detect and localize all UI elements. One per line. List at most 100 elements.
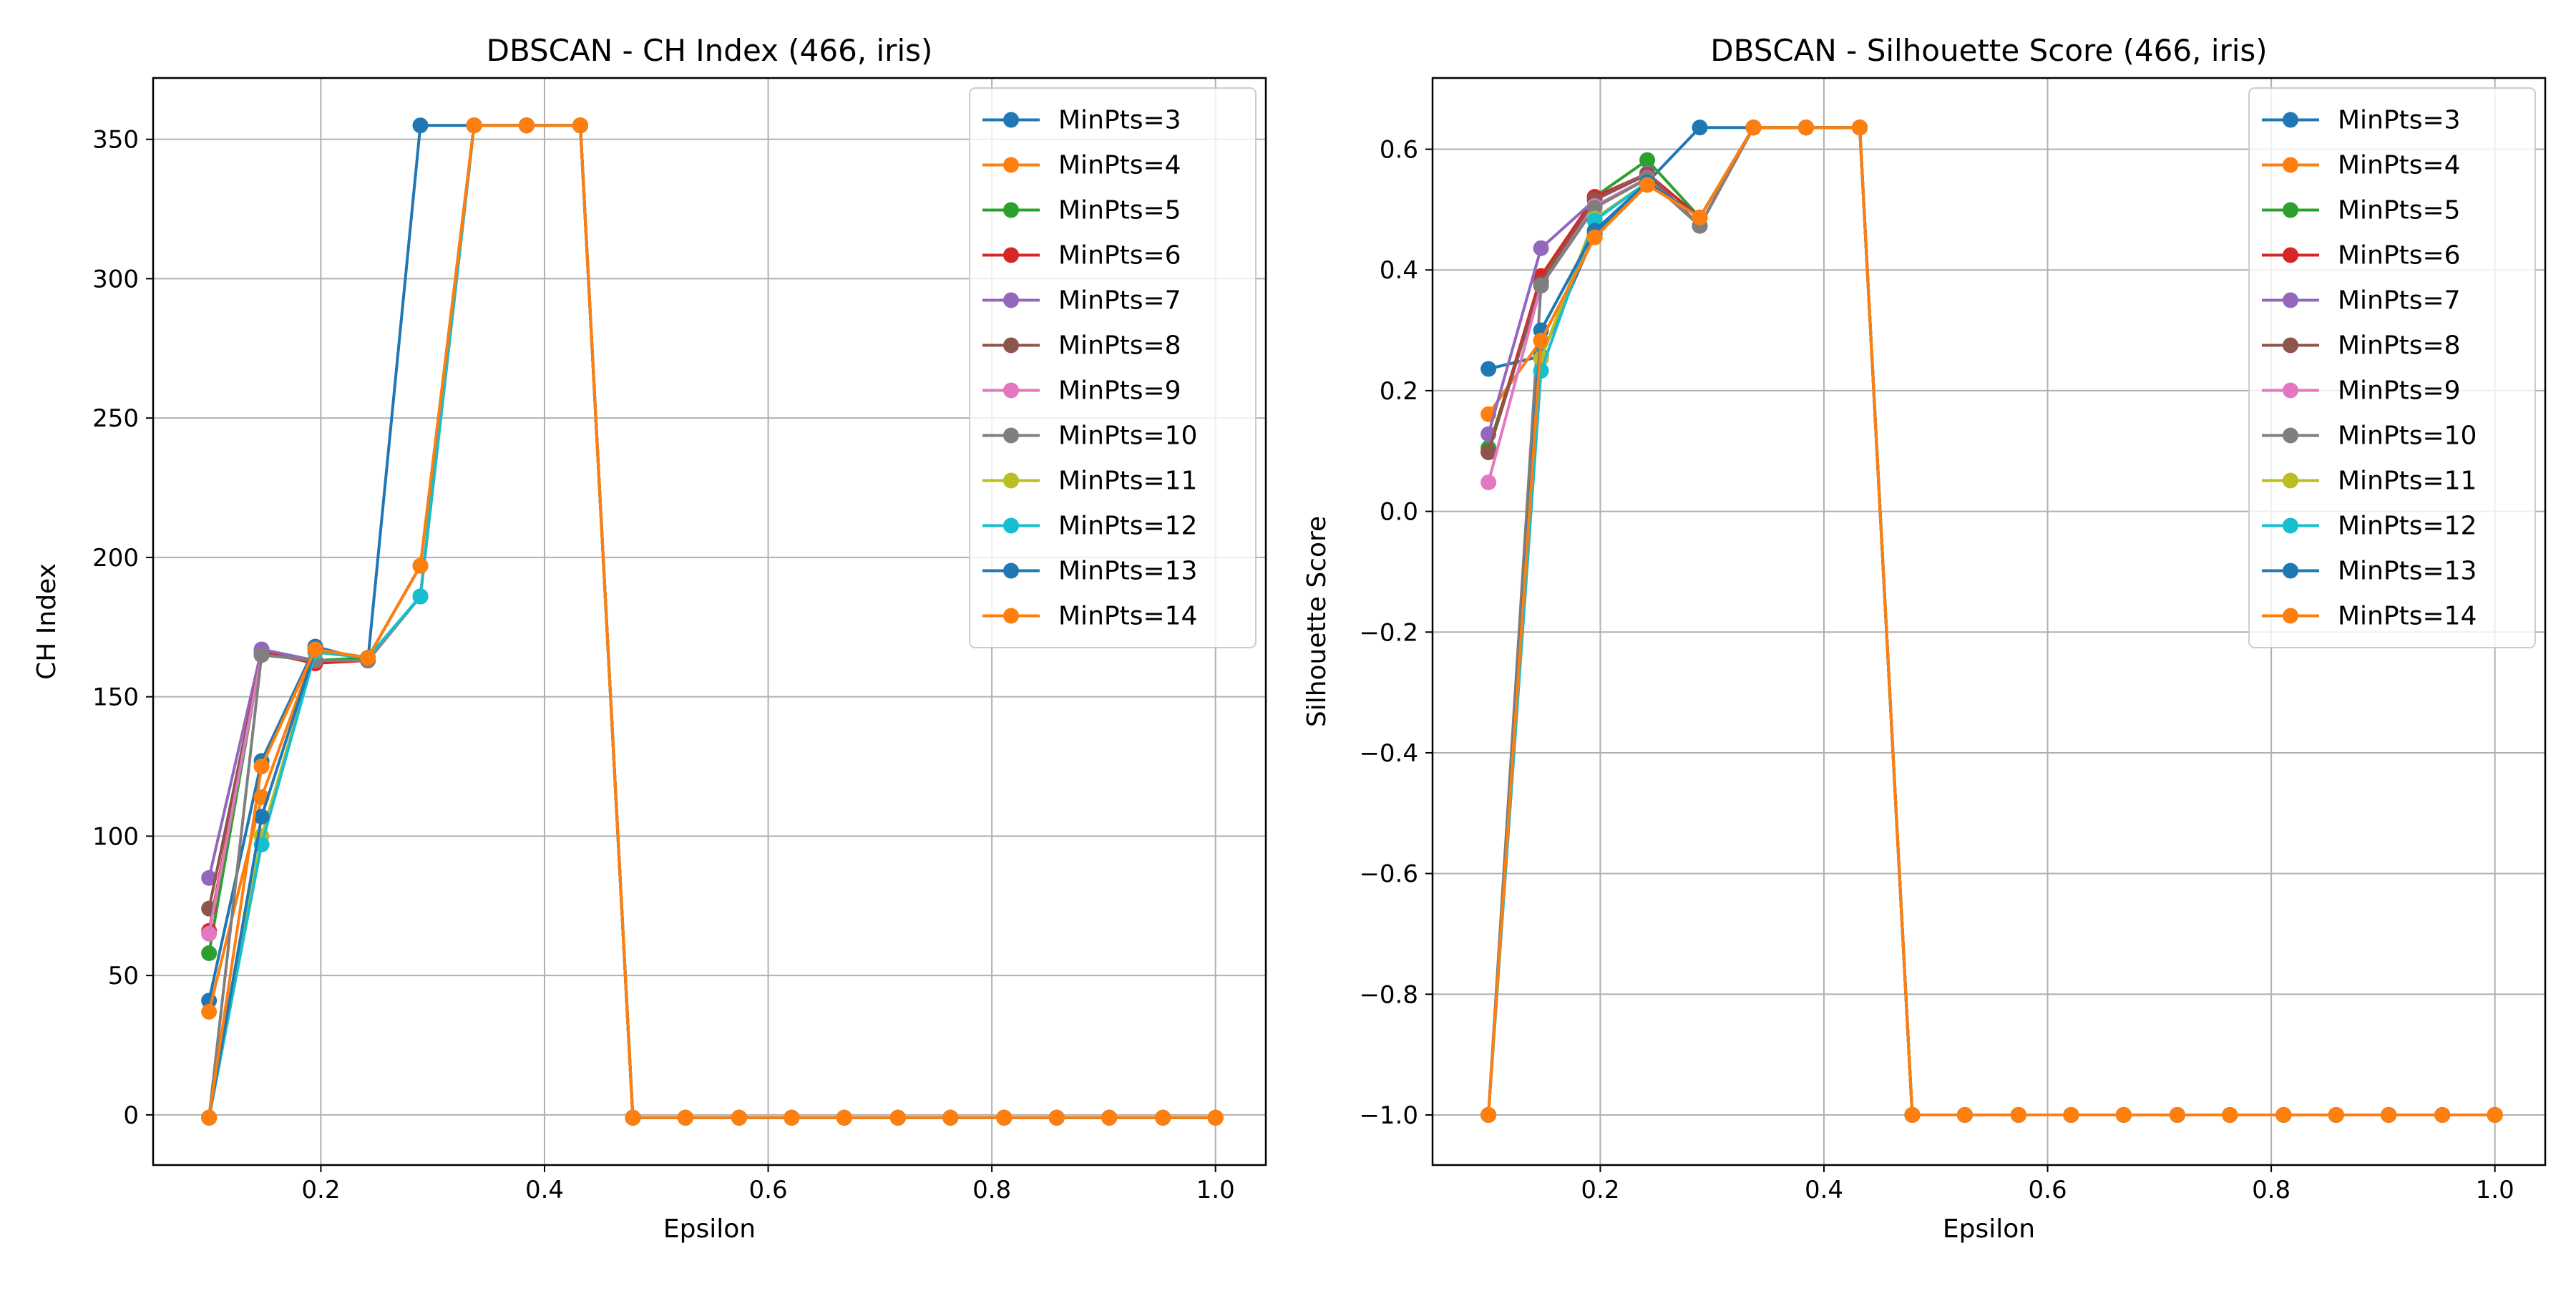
chart-1-legend-label: MinPts=4	[1058, 151, 1181, 180]
chart-1-series-12-point	[201, 1109, 218, 1126]
chart-1-legend-label: MinPts=10	[1058, 422, 1197, 451]
chart-2-series-12-point	[1956, 1106, 1973, 1123]
chart-2-legend-label: MinPts=13	[2338, 557, 2477, 586]
chart-2-legend-label: MinPts=7	[2338, 286, 2461, 316]
chart-2-series-1-point	[1692, 120, 1708, 136]
chart-1-series-12-point	[625, 1109, 641, 1126]
chart-1-series-3-point	[201, 945, 218, 961]
chart-1-legend-label: MinPts=3	[1058, 106, 1181, 135]
chart-2-legend-marker-3	[2283, 202, 2298, 218]
chart-2-x-tick-label: 0.8	[2252, 1176, 2290, 1204]
chart-1-y-tick-label: 250	[92, 404, 139, 433]
chart-2-legend-label: MinPts=9	[2338, 376, 2461, 406]
chart-1-legend-label: MinPts=12	[1058, 512, 1197, 541]
chart-1-legend-label: MinPts=9	[1058, 376, 1181, 406]
chart-2-legend-label: MinPts=12	[2338, 512, 2477, 541]
chart-1-legend-marker-1	[1003, 112, 1019, 128]
chart-2-legend-box	[2248, 87, 2536, 648]
chart-1-x-tick-label: 0.2	[301, 1176, 340, 1204]
chart-2-legend-marker-9	[2283, 472, 2298, 489]
chart-2-legend-label: MinPts=6	[2338, 241, 2461, 271]
chart-2-legend-label: MinPts=11	[2338, 467, 2477, 496]
chart-1-legend-marker-9	[1003, 472, 1019, 489]
chart-2-y-tick-label: 0.4	[1380, 256, 1418, 285]
chart-1-series-12-point	[1155, 1109, 1171, 1126]
chart-1-x-axis-label: Epsilon	[663, 1214, 756, 1244]
chart-2-legend-marker-1	[2283, 112, 2298, 128]
chart-2-series-12-point	[2063, 1106, 2079, 1123]
chart-1-y-tick-label: 0	[123, 1101, 139, 1130]
chart-2-series-12-point	[1797, 120, 1814, 136]
chart-2-y-tick-label: −0.2	[1359, 618, 1418, 647]
chart-1-y-tick-label: 50	[108, 962, 139, 990]
chart-1-series-12-point	[942, 1109, 959, 1126]
chart-2-y-tick-label: −0.8	[1359, 980, 1418, 1009]
chart-1-series-12-point	[572, 117, 588, 134]
chart-1-series-12-point	[731, 1109, 747, 1126]
chart-2-x-axis-label: Epsilon	[1943, 1214, 2035, 1244]
chart-1-legend-marker-3	[1003, 202, 1019, 218]
chart-1: 0.2 0.4 0.6 0.8 1.0 0 50 100 150 200 250 300 350 DBSC…	[32, 33, 1267, 1244]
chart-2-series-12-point	[2222, 1106, 2238, 1123]
chart-1-legend-label: MinPts=11	[1058, 467, 1197, 496]
chart-2-axes-frame	[1431, 77, 2547, 1166]
chart-1-y-tick-label: 350	[92, 126, 139, 155]
chart-2-x-tick-label: 0.6	[2029, 1176, 2067, 1204]
chart-2-series-6-point	[1480, 444, 1497, 460]
chart-1-x-tick-label: 0.8	[972, 1176, 1011, 1204]
chart-1-series-12-point	[677, 1109, 693, 1126]
chart-2-series-10-point	[1533, 363, 1549, 379]
chart-1-y-tick-label: 200	[92, 544, 139, 573]
chart-2-series-8-point	[1533, 278, 1549, 294]
chart-1-legend-label: MinPts=13	[1058, 557, 1197, 586]
chart-1-legend-marker-8	[1003, 427, 1019, 444]
chart-1-title: DBSCAN - CH Index (466, iris)	[487, 33, 933, 68]
chart-1-series-12-point	[518, 117, 535, 134]
chart-2-series-12-point	[2328, 1106, 2344, 1123]
chart-2-legend-marker-7	[2283, 382, 2298, 399]
chart-2-legend-marker-10	[2283, 517, 2298, 534]
chart-2-legend-marker-6	[2283, 337, 2298, 354]
chart-2-series-12-point	[1586, 229, 1603, 245]
chart-2-x-tick-label: 0.2	[1581, 1176, 1619, 1204]
chart-1-legend-label: MinPts=14	[1058, 602, 1197, 631]
chart-2-series-12-point	[1533, 332, 1549, 349]
chart-1-series-12-point	[784, 1109, 800, 1126]
chart-2-legend-marker-4	[2283, 247, 2298, 263]
chart-1-series-7-point	[201, 925, 218, 942]
chart-1-legend-marker-12	[1003, 608, 1019, 624]
chart-2-series-12-point	[1639, 177, 1656, 193]
chart-2-legend-marker-5	[2283, 292, 2298, 308]
chart-2-legend-label: MinPts=3	[2338, 106, 2461, 135]
chart-1-series-12-point	[1207, 1109, 1224, 1126]
chart-2-y-tick-label: −1.0	[1359, 1101, 1418, 1130]
chart-1-series-12-point	[996, 1109, 1013, 1126]
chart-1-axes-frame	[152, 77, 1267, 1166]
chart-1-legend-marker-11	[1003, 562, 1019, 579]
chart-2-series-8-point	[1586, 200, 1603, 216]
chart-1-plot-area	[201, 117, 1224, 1126]
chart-1-series-2-point	[201, 1003, 218, 1020]
chart-1-legend-label: MinPts=5	[1058, 196, 1181, 225]
chart-2-series-12-point	[2381, 1106, 2397, 1123]
chart-1-legend-marker-6	[1003, 337, 1019, 354]
chart-1-series-11-point	[253, 809, 270, 825]
chart-1-legend-marker-10	[1003, 517, 1019, 534]
chart-1-legend-marker-2	[1003, 157, 1019, 173]
chart-2: 0.2 0.4 0.6 0.8 1.0 −1.0 −0.8 −0.6 −0.4 −0.2 0.0 0.…	[1302, 33, 2547, 1244]
chart-1-series-5-point	[201, 869, 218, 886]
chart-2-y-axis-label: Silhouette Score	[1302, 516, 1332, 727]
chart-2-series-12-point	[2275, 1106, 2292, 1123]
chart-1-series-12-point	[1101, 1109, 1118, 1126]
chart-2-legend-label: MinPts=5	[2338, 196, 2461, 225]
chart-1-legend-marker-4	[1003, 247, 1019, 263]
chart-2-y-tick-label: 0.6	[1380, 136, 1418, 165]
chart-1-y-tick-label: 150	[92, 683, 139, 712]
chart-1-legend-box	[969, 87, 1257, 648]
chart-2-legend-label: MinPts=4	[2338, 151, 2461, 180]
chart-1-series-12-point	[466, 117, 482, 134]
chart-1-y-tick-label: 100	[92, 822, 139, 851]
chart-1-legend-label: MinPts=7	[1058, 286, 1181, 316]
